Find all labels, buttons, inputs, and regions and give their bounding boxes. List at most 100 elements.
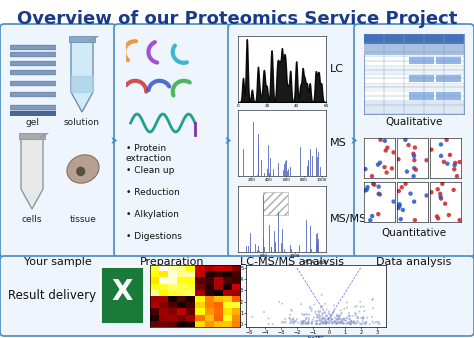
Point — [335, 319, 342, 325]
Point — [412, 167, 419, 172]
Point — [399, 207, 407, 213]
Point — [333, 313, 341, 319]
Point — [301, 312, 308, 318]
Text: MS: MS — [330, 138, 347, 148]
Point — [349, 320, 356, 325]
Bar — [10, 111, 56, 116]
Point — [446, 152, 454, 158]
Point — [338, 319, 346, 324]
Point — [301, 318, 309, 324]
Point — [375, 191, 383, 196]
Point — [337, 308, 345, 313]
Point — [356, 309, 363, 314]
Point — [282, 316, 289, 322]
Ellipse shape — [76, 167, 85, 176]
FancyBboxPatch shape — [228, 24, 356, 257]
Point — [345, 310, 353, 316]
Point — [316, 308, 324, 314]
Point — [318, 292, 326, 297]
Point — [298, 301, 305, 307]
Point — [328, 312, 336, 317]
Point — [337, 310, 345, 316]
Point — [319, 313, 326, 318]
Point — [305, 321, 312, 326]
Bar — [364, 44, 464, 55]
Point — [322, 321, 330, 327]
Point — [437, 142, 445, 147]
Point — [334, 320, 341, 326]
Point — [357, 315, 365, 321]
Point — [339, 318, 347, 323]
Point — [437, 153, 445, 159]
Point — [357, 304, 365, 310]
Point — [281, 320, 288, 325]
Point — [344, 320, 352, 325]
Point — [347, 321, 355, 327]
Point — [305, 317, 313, 322]
Text: Quantitative: Quantitative — [382, 228, 447, 238]
Point — [248, 314, 256, 319]
Point — [397, 216, 404, 222]
Point — [373, 319, 381, 324]
Point — [396, 201, 403, 207]
Point — [286, 321, 294, 326]
Point — [382, 148, 390, 153]
Text: Data analysis: Data analysis — [376, 257, 452, 267]
Point — [353, 303, 361, 309]
Point — [298, 311, 306, 316]
Point — [315, 312, 323, 317]
Point — [286, 316, 293, 321]
Point — [369, 297, 376, 302]
Point — [265, 321, 273, 327]
Bar — [10, 105, 56, 109]
Point — [311, 309, 319, 314]
FancyBboxPatch shape — [114, 24, 230, 257]
Point — [298, 321, 305, 327]
Point — [396, 203, 403, 209]
Point — [300, 312, 308, 317]
Bar — [69, 36, 95, 42]
Bar — [364, 75, 464, 83]
Point — [321, 318, 329, 323]
Point — [357, 321, 365, 327]
Point — [340, 316, 348, 322]
Point — [335, 316, 342, 321]
Point — [328, 320, 336, 325]
Point — [433, 214, 441, 219]
Point — [331, 319, 339, 324]
Point — [366, 321, 374, 327]
Point — [346, 319, 354, 325]
Point — [374, 162, 382, 167]
Point — [334, 314, 341, 319]
Point — [331, 319, 338, 324]
Point — [360, 320, 367, 326]
Point — [287, 317, 294, 323]
Point — [312, 319, 319, 324]
Point — [403, 169, 411, 174]
Point — [337, 320, 345, 325]
Point — [437, 194, 444, 199]
Point — [347, 318, 355, 323]
Point — [369, 319, 376, 324]
Point — [288, 319, 295, 324]
Point — [329, 321, 337, 327]
Point — [290, 316, 297, 321]
Point — [312, 321, 320, 327]
Point — [285, 315, 293, 321]
Point — [395, 206, 402, 211]
Point — [291, 318, 298, 324]
Point — [301, 318, 308, 323]
Point — [300, 318, 307, 324]
Point — [317, 317, 325, 322]
Point — [369, 306, 377, 311]
Point — [308, 321, 316, 327]
Point — [325, 321, 333, 326]
Point — [335, 321, 343, 326]
Point — [320, 316, 328, 321]
Point — [351, 311, 359, 316]
Point — [441, 201, 449, 207]
Point — [351, 304, 359, 310]
Point — [323, 319, 330, 324]
Point — [346, 321, 353, 327]
Point — [360, 314, 367, 320]
